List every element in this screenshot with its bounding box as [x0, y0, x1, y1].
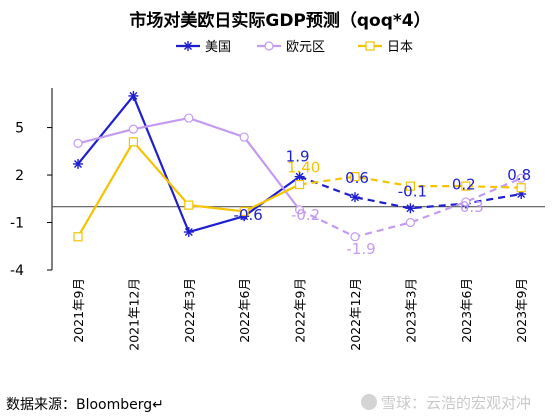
data-label: -0.6	[234, 206, 263, 224]
snowball-logo-icon	[361, 394, 377, 410]
data-label: 0.6	[345, 169, 369, 187]
x-tick-label: 2022年3月	[182, 278, 197, 343]
legend-label: 日本	[387, 40, 413, 55]
point-marker	[239, 206, 249, 217]
point-marker	[73, 138, 83, 148]
point-marker	[461, 181, 471, 191]
x-tick-label: 2021年9月	[71, 278, 86, 343]
data-label: -0.1	[398, 182, 427, 200]
y-tick-label: -1	[10, 216, 24, 232]
data-label: 0.3	[460, 198, 484, 216]
point-marker	[295, 179, 305, 190]
point-marker	[516, 173, 526, 183]
data-label: -1.9	[346, 240, 375, 258]
y-tick-label: -4	[10, 263, 24, 279]
point-marker	[350, 232, 360, 242]
point-marker	[73, 232, 83, 242]
data-label: 1.40	[287, 159, 320, 177]
point-marker	[405, 203, 416, 214]
y-tick-label: 5	[15, 121, 24, 137]
series-1	[73, 113, 526, 242]
point-marker	[350, 172, 360, 182]
point-marker	[365, 41, 375, 51]
point-marker	[295, 205, 305, 215]
series-line-actual	[77, 140, 301, 238]
legend: 美国 欧元区 日本	[176, 40, 413, 55]
x-tick-label: 2023年3月	[403, 278, 418, 343]
x-tick-label: 2023年9月	[514, 278, 529, 343]
series-2	[73, 137, 526, 242]
legend-label: 欧元区	[286, 40, 325, 55]
point-marker	[239, 132, 249, 142]
series-line-forecast	[299, 175, 522, 210]
point-marker	[516, 183, 526, 193]
legend-label: 美国	[205, 40, 231, 55]
point-marker	[405, 181, 415, 191]
x-tick-label: 2021年12月	[126, 278, 141, 351]
point-marker	[183, 41, 193, 51]
point-marker	[184, 113, 194, 123]
axes: 5 2 -1 -4 2021年9月 2021年12月 2022年3月 2022年6月 2022年…	[10, 88, 545, 351]
legend-item-1: 欧元区	[257, 40, 325, 55]
data-label: -0.2	[291, 206, 320, 224]
legend-item-2: 日本	[358, 40, 413, 55]
point-marker	[73, 158, 83, 169]
point-marker	[264, 41, 274, 51]
point-marker	[350, 192, 360, 203]
series-line-actual	[77, 116, 301, 211]
chart-title: 市场对美欧日实际GDP预测（qoq*4）	[129, 10, 430, 31]
data-labels: -0.6 1.9 0.6 -0.1 0.2 0.8 -0.2 -1.9 0.3 1.40	[234, 148, 532, 258]
data-label: 0.8	[507, 166, 531, 184]
point-marker	[184, 200, 194, 210]
x-tick-label: 2022年12月	[348, 278, 363, 351]
source-note: 数据来源：Bloomberg↵	[6, 397, 164, 413]
x-tick-label: 2023年6月	[459, 278, 474, 343]
series-line-forecast	[299, 177, 522, 238]
point-marker	[405, 217, 415, 228]
point-marker	[128, 90, 139, 101]
point-marker	[128, 137, 138, 147]
point-marker	[128, 124, 138, 134]
data-label: 1.9	[286, 148, 310, 166]
point-marker	[294, 171, 305, 182]
point-marker	[183, 227, 194, 238]
watermark-text: 雪球：云浩的宏观对冲	[381, 394, 532, 412]
y-tick-label: 2	[15, 168, 24, 184]
x-tick-label: 2022年9月	[293, 278, 308, 343]
point-marker	[461, 197, 471, 207]
series-layer	[73, 90, 527, 242]
watermark: 雪球：云浩的宏观对冲	[361, 392, 531, 413]
x-tick-label: 2022年6月	[237, 278, 252, 343]
data-label: 0.2	[452, 176, 476, 194]
legend-item-0: 美国	[176, 40, 231, 55]
